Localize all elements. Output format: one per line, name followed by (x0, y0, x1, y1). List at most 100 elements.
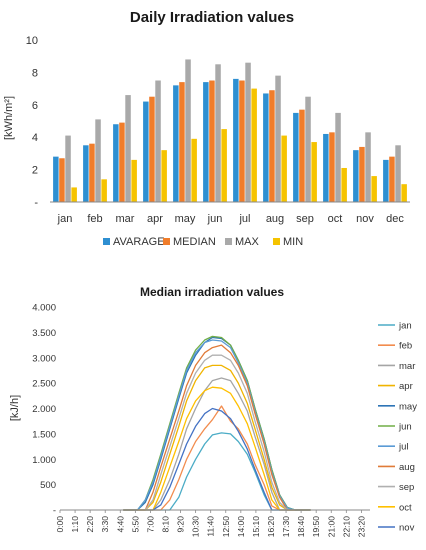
bar-legend-item: MEDIAN (163, 236, 216, 248)
bar-max-feb (95, 119, 101, 202)
bar-x-axis: jan feb mar apr may jun jul aug sep oct nov dec (50, 201, 410, 225)
line-legend-item: sep (378, 482, 414, 493)
line-legend-item: jul (378, 442, 409, 453)
line-chart-ylabel: [kJ/h] (9, 395, 21, 421)
line-legend-item: oct (378, 502, 412, 513)
bar-legend-label: MAX (235, 236, 260, 248)
bar-x-tick-label: oct (328, 213, 343, 225)
bar-median-jan (59, 158, 65, 202)
line-x-tick-label: 5:50 (130, 516, 140, 533)
bar-avarage-sep (293, 112, 299, 202)
bar-median-nov (359, 146, 365, 202)
bar-median-mar (119, 122, 125, 202)
bar-median-apr (149, 96, 155, 202)
bar-max-jul (245, 62, 251, 203)
bar-x-tick-label: dec (386, 213, 404, 225)
bar-max-oct (335, 112, 341, 202)
line-y-tick-label: 2.500 (32, 379, 56, 390)
bar-legend-swatch (225, 238, 232, 245)
line-legend-item: aug (378, 462, 415, 473)
bar-x-tick-label: jul (238, 213, 250, 225)
bar-median-jul (239, 80, 245, 202)
line-y-tick-label: - (53, 506, 56, 517)
line-legend-label: sep (399, 482, 414, 493)
bar-legend-label: MIN (283, 236, 303, 248)
line-x-tick-label: 0:00 (55, 516, 65, 533)
bar-legend-item: AVARAGE (103, 236, 165, 248)
line-y-axis: - 500 1.000 1.500 2.000 2.500 3.000 3.500 4.000 (32, 303, 56, 517)
bar-max-aug (275, 75, 281, 202)
bar-x-tick-label: nov (356, 213, 374, 225)
line-legend-item: feb (378, 341, 412, 352)
bar-median-sep (299, 109, 305, 202)
bar-avarage-apr (143, 101, 149, 202)
bar-y-axis: - 2 4 6 8 10 (26, 35, 39, 209)
bar-avarage-dec (383, 159, 389, 202)
bar-chart-title: Daily Irradiation values (130, 9, 294, 26)
line-x-tick-label: 17:30 (281, 516, 291, 538)
bar-legend-item: MIN (273, 236, 303, 248)
line-x-axis: 0:00 1:10 2:20 3:30 4:40 5:50 7:00 8:10 9:20 10:3… (55, 509, 370, 538)
bar-avarage-oct (323, 133, 329, 202)
line-x-tick-label: 23:20 (356, 516, 366, 538)
line-x-tick-label: 1:10 (70, 516, 80, 533)
bar-median-aug (269, 90, 275, 202)
line-legend-item: jan (378, 321, 412, 332)
line-x-tick-label: 3:30 (100, 516, 110, 533)
bar-avarage-may (173, 85, 179, 202)
bar-x-tick-label: feb (87, 213, 102, 225)
bar-min-mar (131, 159, 137, 202)
line-legend-item: nov (378, 523, 415, 534)
line-legend-item: may (378, 401, 417, 412)
bar-y-tick-label: 4 (32, 132, 38, 144)
line-legend-label: may (399, 401, 417, 412)
bar-chart: Daily Irradiation values [kWh/m²] - 2 4 6 8 1… (3, 9, 410, 248)
bar-chart-ylabel: [kWh/m²] (3, 96, 15, 140)
bar-min-apr (161, 150, 167, 202)
bar-max-may (185, 59, 191, 202)
bar-avarage-jan (53, 156, 59, 202)
line-x-tick-label: 10:30 (191, 516, 201, 538)
line-x-tick-label: 14:00 (236, 516, 246, 538)
line-x-tick-label: 18:40 (296, 516, 306, 538)
line-y-tick-label: 2.000 (32, 404, 56, 415)
bar-y-tick-label: - (34, 197, 38, 209)
line-y-tick-label: 3.500 (32, 328, 56, 339)
line-legend: jan feb mar apr may jun jul aug sep oct nov (378, 321, 417, 534)
line-legend-label: jan (398, 321, 412, 332)
bar-legend-item: MAX (225, 236, 260, 248)
bar-median-may (179, 82, 185, 202)
bar-min-may (191, 138, 197, 202)
line-plot-area (123, 335, 311, 511)
line-legend-label: nov (399, 523, 415, 534)
line-x-tick-label: 8:10 (160, 516, 170, 533)
line-series-apr (123, 364, 311, 511)
line-x-tick-label: 7:00 (145, 516, 155, 533)
bar-legend-swatch (163, 238, 170, 245)
line-series-jul (123, 339, 311, 511)
bar-legend-label: AVARAGE (113, 236, 165, 248)
line-legend-label: mar (399, 361, 415, 372)
bar-min-nov (371, 176, 377, 202)
bar-min-sep (311, 142, 317, 202)
line-y-tick-label: 3.000 (32, 353, 56, 364)
line-legend-item: apr (378, 381, 413, 392)
bar-avarage-nov (353, 150, 359, 202)
bar-max-apr (155, 80, 161, 202)
line-chart-title: Median irradiation values (140, 285, 284, 299)
bar-avarage-mar (113, 124, 119, 202)
bar-min-aug (281, 135, 287, 202)
bar-min-dec (401, 184, 407, 202)
bar-x-tick-label: mar (116, 213, 135, 225)
line-series-jun (123, 335, 311, 511)
line-x-tick-label: 11:40 (206, 516, 216, 537)
bar-max-jun (215, 64, 221, 202)
bar-x-tick-label: jun (207, 213, 223, 225)
bar-x-tick-label: aug (266, 213, 284, 225)
bar-max-nov (365, 132, 371, 202)
bar-x-tick-label: jan (57, 213, 73, 225)
line-series-sep (123, 354, 311, 511)
line-x-tick-label: 15:10 (251, 516, 261, 538)
line-legend-item: mar (378, 361, 415, 372)
